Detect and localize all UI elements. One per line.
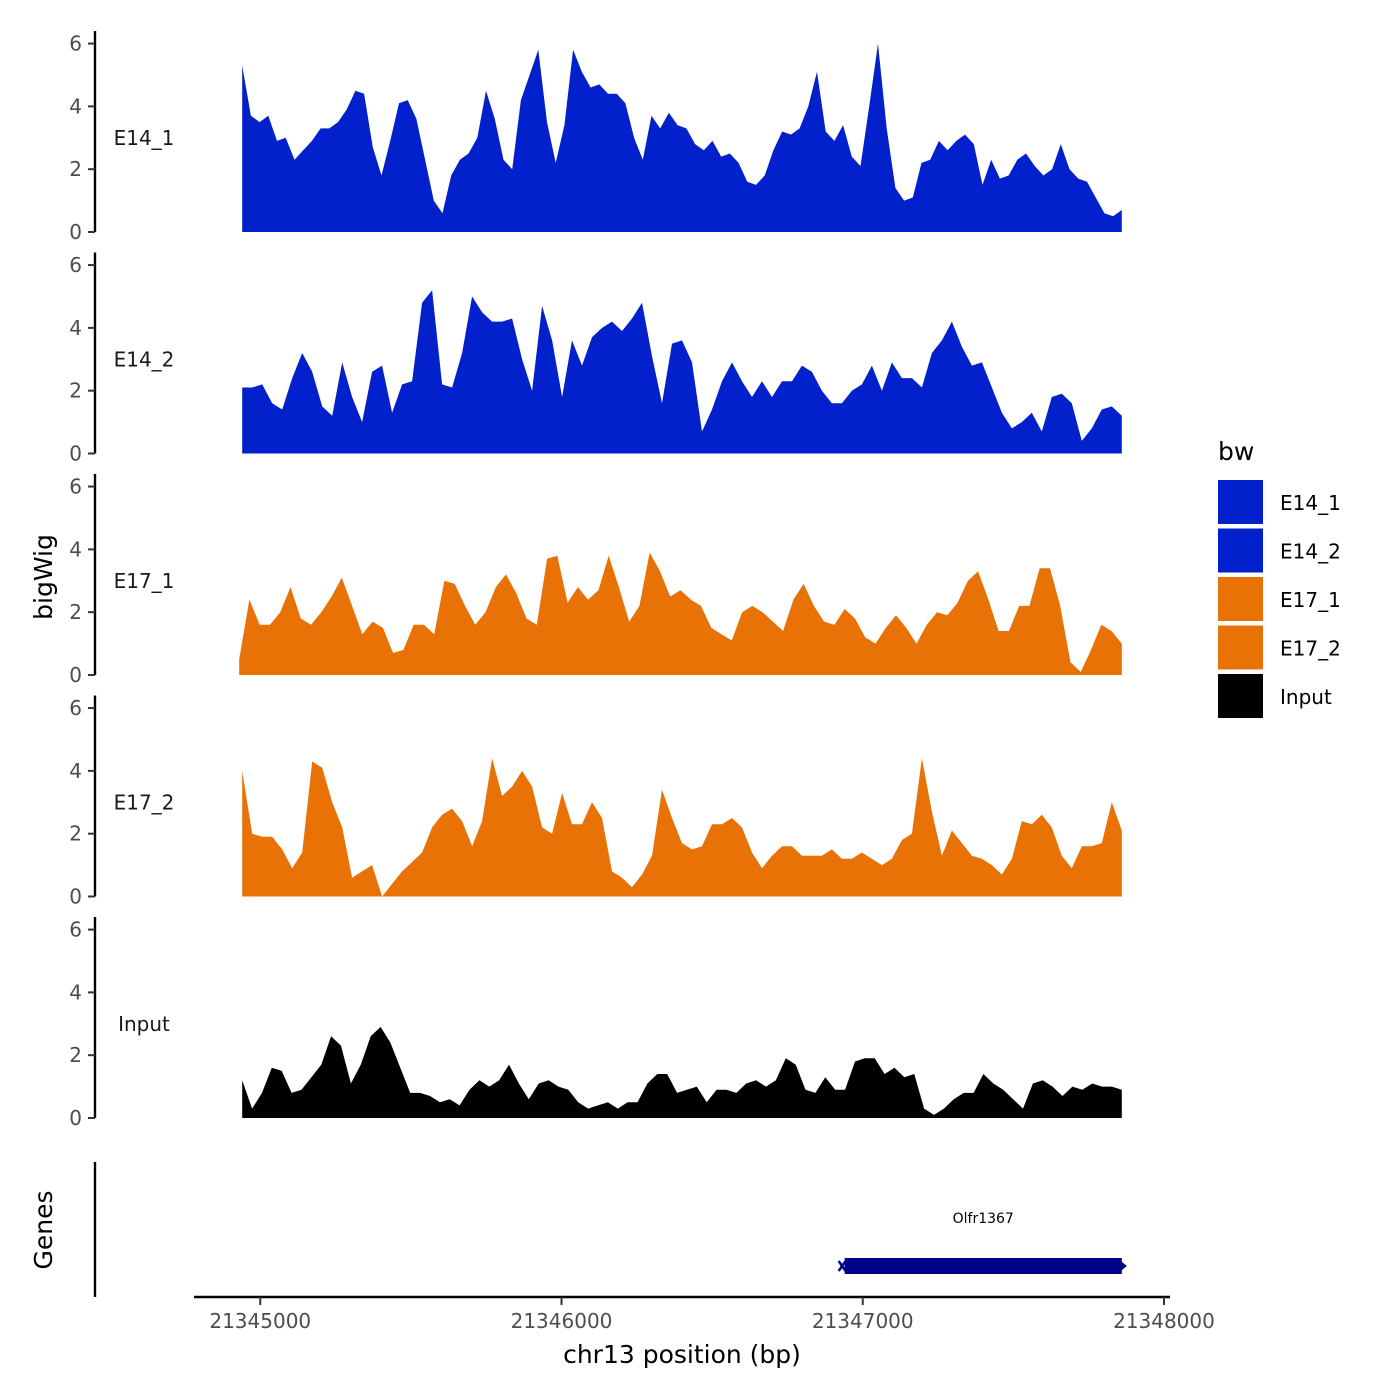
- y-tick-label: 0: [69, 220, 82, 244]
- track-Input: 0 2 4 6 Input: [69, 917, 1122, 1130]
- area-E14_1: [242, 43, 1122, 232]
- y-axis-title: bigWig: [29, 534, 58, 620]
- legend-label-E14_1: E14_1: [1280, 491, 1341, 515]
- area-Input: [242, 1026, 1122, 1118]
- y-tick-label: 2: [69, 1043, 82, 1067]
- legend: bw E14_1 E14_2 E17_1 E17_2 Input: [1218, 437, 1341, 718]
- y-tick-label: 2: [69, 600, 82, 624]
- x-tick-label: 21346000: [511, 1309, 613, 1333]
- y-tick-label: 0: [69, 442, 82, 466]
- gene-label-Olfr1367: Olfr1367: [953, 1211, 1014, 1227]
- track-label-Input: Input: [118, 1012, 170, 1036]
- y-tick-label: 6: [69, 696, 82, 720]
- y-tick-label: 2: [69, 157, 82, 181]
- x-axis: chr13 position (bp) 21345000 21346000 2134…: [194, 1295, 1215, 1369]
- gene-end-mark: [837, 1260, 847, 1272]
- area-E14_2: [242, 290, 1122, 454]
- y-tick-label: 0: [69, 1106, 82, 1130]
- legend-label-E17_1: E17_1: [1280, 588, 1341, 612]
- area-E17_1: [239, 552, 1122, 675]
- track-label-E14_2: E14_2: [114, 347, 175, 371]
- gene-track-label: Genes: [29, 1190, 58, 1269]
- y-tick-label: 6: [69, 253, 82, 277]
- legend-swatch-E14_2: [1218, 528, 1263, 573]
- legend-swatch-Input: [1218, 674, 1263, 718]
- legend-label-E14_2: E14_2: [1280, 540, 1341, 564]
- legend-swatch-E17_2: [1218, 625, 1263, 670]
- y-tick-label: 4: [69, 759, 82, 783]
- legend-label-Input: Input: [1280, 685, 1332, 709]
- gene-Olfr1367: Olfr1367: [837, 1211, 1127, 1274]
- y-tick-label: 0: [69, 885, 82, 909]
- x-tick-label: 21347000: [812, 1309, 914, 1333]
- track-label-E17_1: E17_1: [114, 569, 175, 593]
- track-label-E17_2: E17_2: [114, 790, 175, 814]
- y-tick-label: 4: [69, 537, 82, 561]
- gene-end-arrow: [1120, 1261, 1127, 1271]
- y-tick-label: 2: [69, 822, 82, 846]
- y-tick-label: 4: [69, 316, 82, 340]
- y-tick-label: 6: [69, 475, 82, 499]
- gene-track: Genes Olfr1367: [29, 1162, 1127, 1297]
- x-axis-title: chr13 position (bp): [563, 1340, 801, 1369]
- gene-body: [844, 1258, 1122, 1274]
- y-tick-label: 4: [69, 980, 82, 1004]
- legend-swatch-E14_1: [1218, 480, 1263, 524]
- legend-label-E17_2: E17_2: [1280, 637, 1341, 661]
- track-E17_1: 0 2 4 6 E17_1: [69, 474, 1122, 687]
- x-tick-label: 21348000: [1113, 1309, 1215, 1333]
- y-tick-label: 2: [69, 379, 82, 403]
- track-label-E14_1: E14_1: [114, 126, 175, 150]
- legend-swatch-E17_1: [1218, 577, 1263, 621]
- track-E14_1: 0 2 4 6 E14_1: [69, 31, 1122, 244]
- legend-title: bw: [1218, 437, 1254, 466]
- y-tick-label: 4: [69, 94, 82, 118]
- x-tick-label: 21345000: [209, 1309, 311, 1333]
- y-tick-label: 0: [69, 663, 82, 687]
- track-E14_2: 0 2 4 6 E14_2: [69, 252, 1122, 466]
- y-tick-label: 6: [69, 918, 82, 942]
- y-tick-label: 6: [69, 32, 82, 56]
- track-E17_2: 0 2 4 6 E17_2: [69, 695, 1122, 909]
- area-E17_2: [242, 758, 1122, 897]
- tracks-layer: 0 2 4 6 E14_1 0 2 4 6 E14_2 0 2 4 6 E17_1 0 2 4 6 E17_2 0 2 4 6…: [69, 31, 1122, 1130]
